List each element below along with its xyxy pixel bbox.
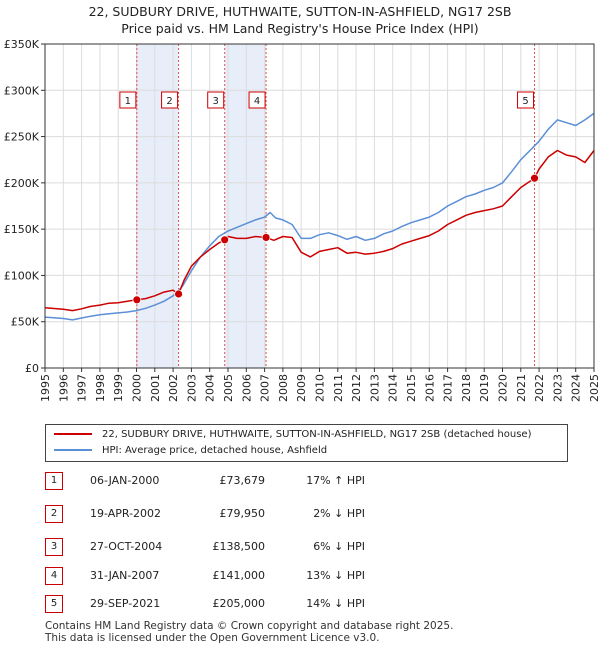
- x-tick-label: 2025: [588, 374, 600, 402]
- footer-licence: This data is licensed under the Open Gov…: [45, 632, 380, 644]
- x-tick-label: 1999: [112, 374, 125, 402]
- y-tick-label: £200K: [4, 177, 40, 190]
- x-tick-label: 2011: [332, 374, 345, 402]
- x-tick-label: 2001: [149, 374, 162, 402]
- y-tick-label: £150K: [4, 223, 40, 236]
- x-tick-label: 2010: [314, 374, 327, 402]
- legend-label-hpi: HPI: Average price, detached house, Ashf…: [102, 445, 328, 456]
- transaction-hpi-diff: 14% ↓ HPI: [306, 597, 365, 610]
- sale-label-box: [207, 91, 225, 109]
- x-tick-label: 2013: [368, 374, 381, 402]
- x-tick-label: 2005: [222, 374, 235, 402]
- transaction-number-badge: 3: [45, 538, 63, 556]
- sale-label-box: [161, 91, 179, 109]
- legend: 22, SUDBURY DRIVE, HUTHWAITE, SUTTON-IN-…: [45, 424, 568, 462]
- transaction-price: £138,500: [212, 540, 266, 553]
- x-tick-label: 2014: [387, 374, 400, 402]
- sale-label-number: 1: [125, 96, 131, 107]
- sale-label-number: 4: [254, 96, 260, 107]
- legend-label-property: 22, SUDBURY DRIVE, HUTHWAITE, SUTTON-IN-…: [102, 429, 532, 440]
- y-tick-label: £350K: [4, 38, 40, 51]
- y-tick-label: £100K: [4, 269, 40, 282]
- property-series-line: [44, 149, 595, 312]
- transaction-price: £141,000: [212, 569, 266, 582]
- transaction-hpi-diff: 17% ↑ HPI: [306, 474, 365, 487]
- price-chart: 1 2 3 4 5 £0 £50K £100K £150K £200K £250K £300K £350…: [4, 38, 600, 402]
- x-tick-label: 1996: [57, 374, 70, 402]
- transaction-number-badge: 2: [45, 505, 63, 523]
- y-tick-label: £50K: [11, 316, 40, 329]
- x-tick-label: 2019: [478, 374, 491, 402]
- x-tick-label: 2018: [460, 374, 473, 402]
- x-tick-label: 2007: [259, 374, 272, 402]
- y-tick-label: £0: [25, 362, 39, 375]
- transaction-date: 06-JAN-2000: [90, 474, 160, 487]
- x-tick-label: 2000: [131, 374, 144, 402]
- x-tick-label: 2022: [533, 374, 546, 402]
- table-row: 1 06-JAN-2000 £73,679 17% ↑ HPI: [45, 472, 585, 490]
- transaction-hpi-diff: 2% ↓ HPI: [313, 507, 365, 520]
- transaction-date: 29-SEP-2021: [90, 597, 161, 610]
- table-row: 4 31-JAN-2007 £141,000 13% ↓ HPI: [45, 567, 585, 585]
- x-tick-label: 2008: [277, 374, 290, 402]
- x-tick-label: 2020: [497, 374, 510, 402]
- x-tick-label: 1997: [76, 374, 89, 402]
- transaction-price: £205,000: [212, 597, 266, 610]
- sale-label-number: 3: [213, 96, 219, 107]
- sale-label-box: [248, 91, 266, 109]
- y-tick-label: £250K: [4, 131, 40, 144]
- sale-point: [132, 295, 142, 305]
- legend-swatch-red: [54, 433, 92, 435]
- x-tick-label: 2024: [570, 374, 583, 402]
- hpi-series-line: [44, 112, 595, 321]
- sale-label-number: 5: [522, 96, 528, 107]
- x-tick-label: 2006: [240, 374, 253, 402]
- transaction-number-badge: 5: [45, 595, 63, 613]
- chart-title: 22, SUDBURY DRIVE, HUTHWAITE, SUTTON-IN-…: [88, 4, 512, 19]
- sale-label-box: [119, 91, 137, 109]
- table-row: 5 29-SEP-2021 £205,000 14% ↓ HPI: [45, 595, 585, 613]
- sale-label-box: [517, 91, 535, 109]
- x-tick-label: 2023: [551, 374, 564, 402]
- x-tick-label: 2009: [295, 374, 308, 402]
- x-tick-label: 2021: [515, 374, 528, 402]
- x-tick-label: 2012: [350, 374, 363, 402]
- x-tick-label: 1995: [39, 374, 52, 402]
- x-tick-label: 2004: [204, 374, 217, 402]
- table-row: 3 27-OCT-2004 £138,500 6% ↓ HPI: [45, 538, 585, 556]
- legend-item-hpi: HPI: Average price, detached house, Ashf…: [54, 443, 327, 459]
- table-row: 2 19-APR-2002 £79,950 2% ↓ HPI: [45, 505, 585, 523]
- transaction-date: 19-APR-2002: [90, 507, 162, 520]
- transaction-number-badge: 1: [45, 472, 63, 490]
- footer-copyright: Contains HM Land Registry data © Crown c…: [45, 620, 454, 632]
- transaction-price: £79,950: [219, 507, 266, 520]
- x-tick-label: 2015: [405, 374, 418, 402]
- y-tick-label: £300K: [4, 84, 40, 97]
- transaction-number-badge: 4: [45, 567, 63, 585]
- sale-label-number: 2: [166, 96, 172, 107]
- legend-swatch-blue: [54, 449, 92, 451]
- sale-point: [174, 289, 183, 299]
- x-tick-label: 2017: [442, 374, 455, 402]
- sale-point: [261, 233, 271, 242]
- x-tick-label: 2002: [167, 374, 180, 402]
- x-tick-label: 1998: [94, 374, 107, 402]
- x-tick-label: 2003: [185, 374, 198, 402]
- x-tick-label: 2016: [423, 374, 436, 402]
- transaction-price: £73,679: [219, 474, 266, 487]
- transaction-date: 31-JAN-2007: [90, 569, 160, 582]
- chart-subtitle: Price paid vs. HM Land Registry's House …: [121, 21, 479, 36]
- transaction-hpi-diff: 6% ↓ HPI: [313, 540, 365, 553]
- transaction-hpi-diff: 13% ↓ HPI: [306, 569, 365, 582]
- legend-item-property: 22, SUDBURY DRIVE, HUTHWAITE, SUTTON-IN-…: [54, 427, 531, 443]
- transaction-date: 27-OCT-2004: [90, 540, 163, 553]
- sale-point: [530, 173, 539, 183]
- sale-point: [220, 235, 230, 245]
